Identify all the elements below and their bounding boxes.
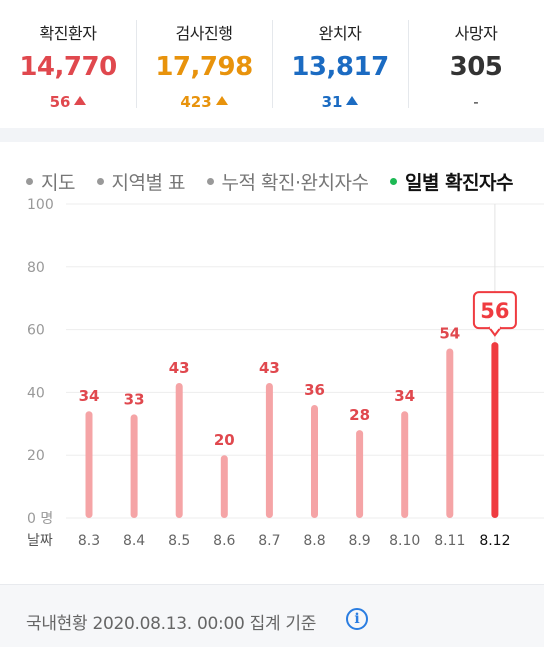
bar bbox=[311, 404, 318, 518]
stat-delta: 31 bbox=[272, 93, 408, 111]
bullet-dot-icon bbox=[206, 178, 214, 185]
stat-label: 확진환자 bbox=[39, 24, 97, 43]
bar bbox=[175, 382, 183, 518]
stat-label: 사망자 bbox=[454, 24, 498, 43]
x-tick-label: 8.6 bbox=[213, 533, 235, 549]
up-triangle-icon bbox=[346, 96, 359, 105]
y-tick-label: 20 bbox=[27, 448, 45, 464]
stat-delta-value: 56 bbox=[49, 93, 71, 111]
data-label: 28 bbox=[349, 406, 370, 424]
bar bbox=[130, 414, 138, 518]
x-tick-label: 8.8 bbox=[303, 533, 325, 549]
view-tabs: 지도 지역별 표 누적 확진·완치자수 일별 확진자수 bbox=[26, 168, 529, 198]
x-tick-label: 8.5 bbox=[168, 533, 190, 549]
bar bbox=[401, 411, 409, 518]
x-tick-label: 8.3 bbox=[78, 533, 100, 549]
stat-delta: 423 bbox=[136, 93, 272, 111]
bar bbox=[446, 348, 454, 518]
stat-label: 완치자 bbox=[318, 24, 362, 43]
data-label: 43 bbox=[169, 359, 190, 377]
info-icon[interactable]: i bbox=[346, 608, 368, 630]
x-tick-label: 8.4 bbox=[123, 533, 145, 549]
tab-label: 누적 확진·완치자수 bbox=[221, 172, 369, 194]
stat-label: 검사진행 bbox=[175, 24, 233, 43]
tab-label: 지역별 표 bbox=[111, 172, 186, 194]
bar bbox=[356, 430, 364, 518]
stat-recovered: 완치자 13,817 31 bbox=[272, 0, 408, 128]
section-divider bbox=[0, 128, 544, 142]
footer: 국내현황 2020.08.13. 00:00 집계 기준 i bbox=[0, 584, 544, 647]
tab-cumulative[interactable]: 누적 확진·완치자수 bbox=[206, 168, 369, 195]
y-tick-label: 40 bbox=[27, 385, 45, 401]
stat-value: 13,817 bbox=[291, 52, 389, 82]
stat-value: 14,770 bbox=[19, 52, 117, 82]
stat-delta: - bbox=[408, 93, 544, 111]
bar bbox=[491, 342, 499, 518]
data-label: 34 bbox=[79, 387, 100, 405]
stat-testing: 검사진행 17,798 423 bbox=[136, 0, 272, 128]
x-tick-label: 8.12 bbox=[479, 533, 510, 549]
x-tick-label: 8.7 bbox=[258, 533, 280, 549]
stat-confirmed: 확진환자 14,770 56 bbox=[0, 0, 136, 128]
bullet-dot-icon bbox=[96, 178, 104, 185]
bar bbox=[220, 455, 228, 518]
callout-pointer bbox=[488, 326, 502, 337]
y-tick-label: 80 bbox=[27, 260, 45, 276]
tab-region-table[interactable]: 지역별 표 bbox=[96, 168, 186, 195]
x-tick-label: 8.9 bbox=[348, 533, 370, 549]
stat-delta-value: - bbox=[473, 93, 479, 111]
stat-value: 17,798 bbox=[155, 52, 253, 82]
x-tick-label: 8.11 bbox=[434, 533, 465, 549]
tab-daily-confirmed[interactable]: 일별 확진자수 bbox=[390, 168, 514, 195]
daily-confirmed-chart: 0 명 20 40 60 80 100 날짜 8.3 34 8.4 33 8.5 43 8.6 20 8.7 4… bbox=[27, 197, 544, 549]
bullet-dot-icon bbox=[390, 178, 397, 185]
tab-label: 일별 확진자수 bbox=[405, 172, 514, 194]
x-axis-label: 날짜 bbox=[27, 533, 53, 549]
stat-delta-value: 423 bbox=[180, 93, 212, 111]
x-tick-label: 8.10 bbox=[389, 533, 420, 549]
data-label: 36 bbox=[304, 381, 325, 399]
stat-deaths: 사망자 305 - bbox=[408, 0, 544, 128]
stat-value: 305 bbox=[449, 52, 503, 82]
data-label: 56 bbox=[480, 299, 509, 323]
y-tick-label: 100 bbox=[27, 197, 54, 213]
tab-map[interactable]: 지도 bbox=[26, 168, 75, 195]
up-triangle-icon bbox=[74, 96, 87, 105]
data-label: 34 bbox=[394, 387, 415, 405]
stat-delta-value: 31 bbox=[321, 93, 343, 111]
data-label: 20 bbox=[214, 431, 235, 449]
stat-delta: 56 bbox=[0, 93, 136, 111]
data-label: 33 bbox=[124, 390, 145, 408]
data-label: 54 bbox=[439, 324, 460, 342]
data-label: 43 bbox=[259, 359, 280, 377]
bar bbox=[265, 382, 273, 518]
y-tick-label: 60 bbox=[27, 323, 45, 339]
bullet-dot-icon bbox=[26, 178, 33, 185]
up-triangle-icon bbox=[215, 96, 228, 105]
tab-label: 지도 bbox=[41, 172, 75, 194]
bar bbox=[85, 411, 93, 518]
update-timestamp: 국내현황 2020.08.13. 00:00 집계 기준 bbox=[26, 614, 317, 634]
y-tick-label: 0 명 bbox=[27, 511, 53, 527]
stats-summary: 확진환자 14,770 56 검사진행 17,798 423 완치자 13,81… bbox=[0, 0, 544, 128]
